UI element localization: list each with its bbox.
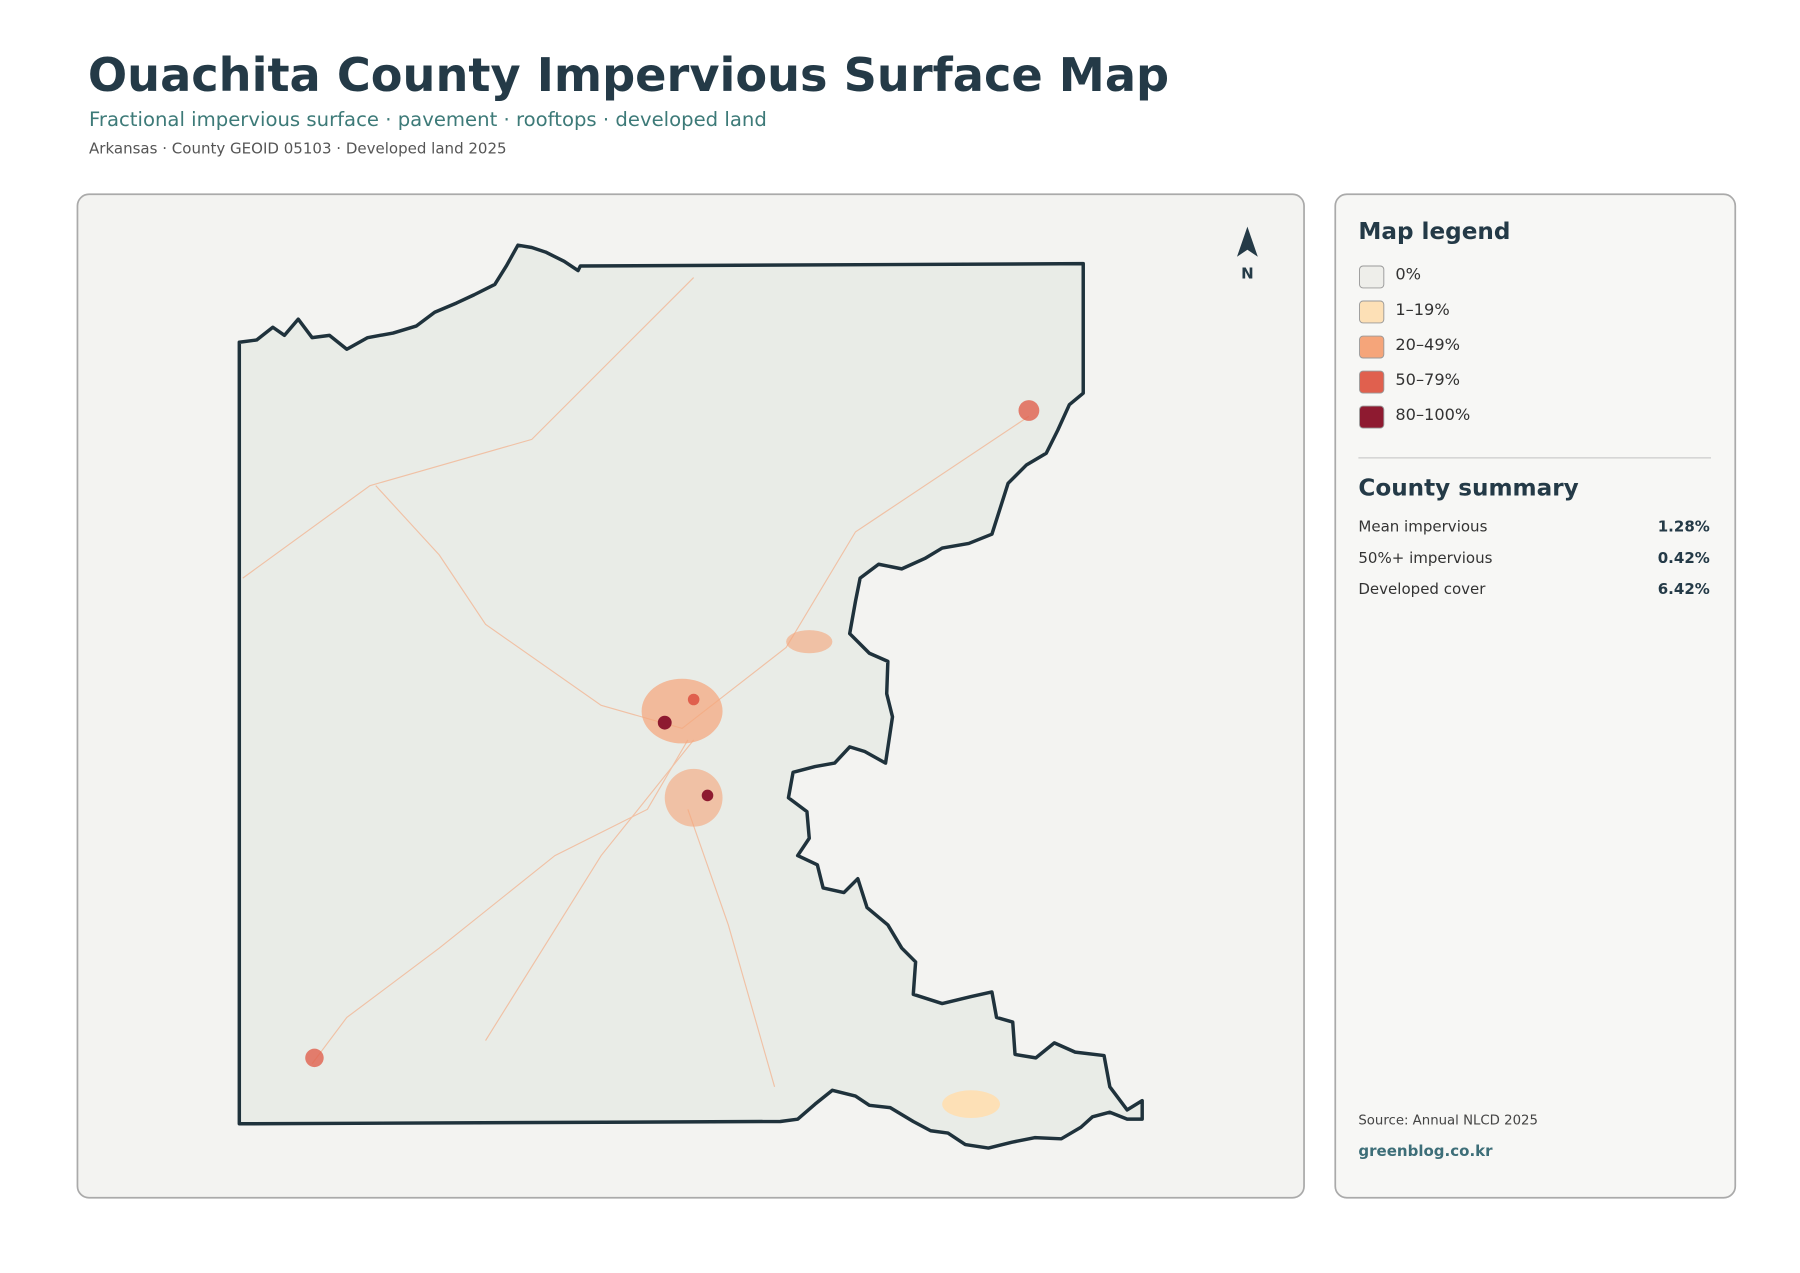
urban-areas: [305, 400, 1040, 1119]
summary-value: 6.42%: [1658, 580, 1710, 598]
legend-label: 0%: [1395, 265, 1421, 284]
legend-swatch: [1359, 405, 1385, 429]
legend-label: 80–100%: [1395, 405, 1470, 424]
subtitle: Fractional impervious surface · pavement…: [89, 108, 767, 131]
legend-label: 1–19%: [1395, 300, 1449, 319]
summary-title: County summary: [1358, 476, 1578, 502]
legend-items: 0% 1–19% 20–49% 50–79% 80–100%: [1359, 265, 1470, 429]
summary-value: 0.42%: [1658, 549, 1710, 567]
summary-rows: Mean impervious 1.28% 50%+ impervious 0.42%…: [1358, 518, 1709, 598]
page-title: Ouachita County Impervious Surface Map: [88, 48, 1169, 102]
north-label: N: [1241, 265, 1254, 283]
legend-title: Map legend: [1358, 219, 1510, 245]
source: Source: Annual NLCD 2025: [1358, 1113, 1538, 1128]
legend-label: 50–79%: [1395, 370, 1460, 389]
legend-swatch: [1359, 335, 1385, 359]
legend-swatch: [1359, 265, 1385, 289]
summary-label: 50%+ impervious: [1358, 549, 1492, 567]
legend-label: 20–49%: [1395, 335, 1460, 354]
summary-label: Mean impervious: [1358, 518, 1487, 536]
north-arrow: [1236, 226, 1258, 257]
roads: [242, 277, 1030, 1087]
summary-value: 1.28%: [1658, 518, 1710, 536]
legend-swatch: [1359, 370, 1385, 394]
legend-swatch: [1359, 300, 1385, 324]
site: greenblog.co.kr: [1358, 1142, 1493, 1160]
meta: Arkansas · County GEOID 05103 · Develope…: [89, 140, 507, 158]
summary-label: Developed cover: [1358, 580, 1486, 598]
legend-panel: [1334, 193, 1737, 1199]
